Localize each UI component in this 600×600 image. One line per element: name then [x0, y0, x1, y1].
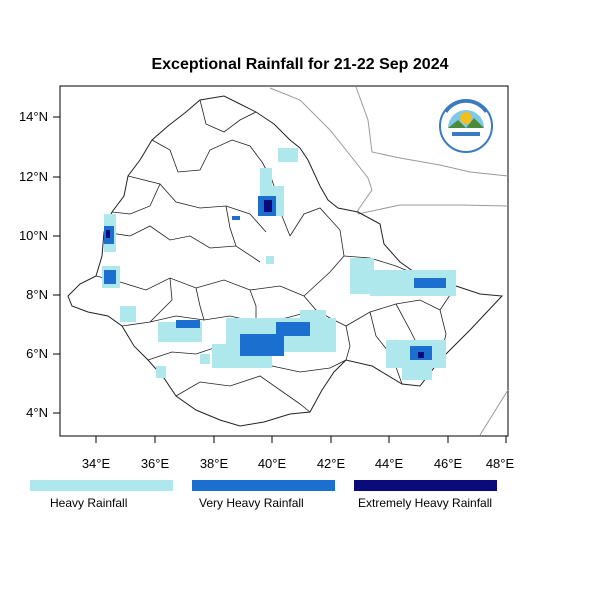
legend-swatch-heavy: [30, 480, 173, 491]
map-title: Exceptional Rainfall for 21-22 Sep 2024: [151, 56, 449, 73]
lat-tick-label: 8°N: [26, 287, 48, 302]
gulf-of-aden-line: [357, 204, 509, 215]
somalia-coast-line: [479, 389, 509, 436]
lon-tick-label: 48°E: [486, 456, 515, 471]
lat-tick-label: 10°N: [19, 228, 48, 243]
extreme-rainfall-areas: [106, 200, 424, 358]
legend-swatch-extreme: [354, 480, 497, 491]
eritrea-coast-line: [269, 87, 373, 214]
legend-swatch-very-heavy: [192, 480, 335, 491]
lat-tick-label: 4°N: [26, 405, 48, 420]
lon-tick-label: 46°E: [434, 456, 463, 471]
lat-tick-label: 14°N: [19, 109, 48, 124]
lon-tick-label: 34°E: [82, 456, 111, 471]
lon-tick-label: 40°E: [258, 456, 287, 471]
legend-label-very-heavy: Very Heavy Rainfall: [199, 496, 304, 510]
lon-tick-label: 36°E: [141, 456, 170, 471]
legend-label-extreme: Extremely Heavy Rainfall: [358, 496, 493, 510]
neighbor-boundaries: [269, 86, 509, 436]
map-frame: [59, 85, 509, 437]
longitude-axis: 34°E 36°E 38°E 40°E 42°E 44°E 46°E 48°E: [82, 436, 515, 471]
lon-tick-label: 42°E: [317, 456, 346, 471]
ethiopian-meteorology-institute-logo: [439, 99, 493, 153]
lon-tick-label: 38°E: [200, 456, 229, 471]
legend-label-heavy: Heavy Rainfall: [50, 496, 128, 510]
lon-tick-label: 44°E: [375, 456, 404, 471]
lat-tick-label: 12°N: [19, 169, 48, 184]
red-sea-coast-line: [355, 86, 509, 177]
latitude-axis: 14°N 12°N 10°N 8°N 6°N 4°N: [19, 109, 60, 420]
lat-tick-label: 6°N: [26, 346, 48, 361]
ethiopia-outline: [67, 95, 504, 427]
